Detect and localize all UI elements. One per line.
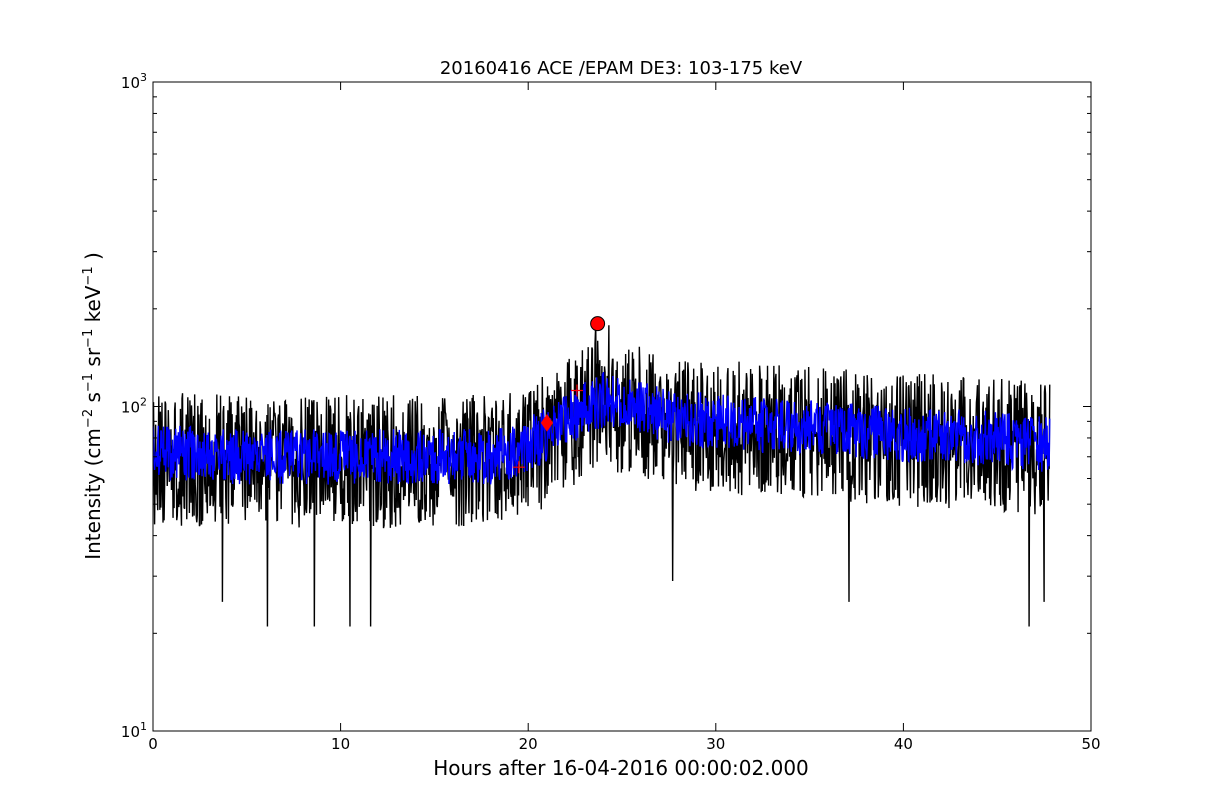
x-tick-label: 40 bbox=[894, 735, 913, 753]
y-label-sup-1: −2 bbox=[81, 409, 96, 428]
marker-plus bbox=[512, 461, 525, 474]
chart-title: 20160416 ACE /EPAM DE3: 103-175 keV bbox=[440, 58, 803, 79]
y-label-mid-3: keV bbox=[81, 285, 105, 329]
series-line-2 bbox=[153, 371, 1051, 485]
x-tick-label: 20 bbox=[519, 735, 538, 753]
y-label-suffix: ) bbox=[81, 252, 105, 266]
x-axis-label: Hours after 16-04-2016 00:00:02.000 bbox=[433, 756, 809, 780]
marker-diamond bbox=[540, 414, 554, 432]
series-layer bbox=[153, 323, 1051, 627]
marker-plus bbox=[570, 384, 583, 397]
marker-layer bbox=[512, 316, 606, 474]
y-label-mid-1: s bbox=[81, 392, 105, 409]
y-axis-label: Intensity (cm−2 s−1 sr−1 keV−1 ) bbox=[81, 252, 105, 560]
x-tick-label: 10 bbox=[331, 735, 350, 753]
y-tick-label: 101 bbox=[121, 720, 147, 741]
y-label-prefix: Intensity (cm bbox=[81, 428, 105, 560]
y-label-sup-4: −1 bbox=[81, 266, 96, 285]
x-tick-label: 50 bbox=[1081, 735, 1100, 753]
y-tick-label: 103 bbox=[121, 71, 147, 92]
y-label-mid-2: sr bbox=[81, 347, 105, 373]
marker-circle bbox=[590, 316, 606, 332]
x-tick-label: 0 bbox=[148, 735, 158, 753]
y-label-sup-2: −1 bbox=[81, 373, 96, 392]
x-tick-label: 30 bbox=[706, 735, 725, 753]
y-tick-label: 102 bbox=[121, 396, 147, 417]
y-label-sup-3: −1 bbox=[81, 329, 96, 348]
axes-layer: 0 10 20 30 40 50 101 102 103 bbox=[121, 71, 1101, 753]
